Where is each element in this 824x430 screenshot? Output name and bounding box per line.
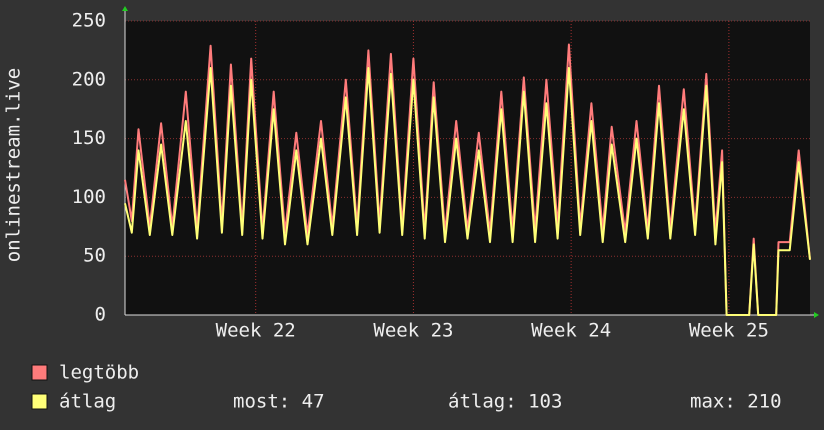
- y-axis-label: onlinestream.live: [3, 68, 25, 262]
- legend-stat: max: 210: [690, 391, 782, 413]
- y-tick-label: 0: [95, 304, 106, 326]
- x-tick-label: Week 22: [216, 320, 296, 342]
- x-tick-label: Week 25: [689, 320, 769, 342]
- x-tick-label: Week 24: [531, 320, 611, 342]
- y-tick-label: 250: [72, 10, 106, 32]
- axis-arrow: [814, 312, 819, 318]
- legend-stat: átlag: 103: [448, 391, 562, 413]
- plot-area: [125, 21, 810, 315]
- x-tick-label: Week 23: [373, 320, 453, 342]
- legend-swatch: [31, 393, 48, 410]
- legend-label: átlag: [59, 391, 116, 413]
- legend-label: legtöbb: [59, 362, 139, 384]
- axis-arrow: [122, 6, 128, 11]
- y-tick-label: 200: [72, 68, 106, 90]
- legend-stat: most: 47: [233, 391, 325, 413]
- series-line: [124, 67, 811, 316]
- y-tick-label: 50: [83, 245, 106, 267]
- y-tick-label: 100: [72, 186, 106, 208]
- legend-swatch: [31, 364, 48, 381]
- y-tick-label: 150: [72, 127, 106, 149]
